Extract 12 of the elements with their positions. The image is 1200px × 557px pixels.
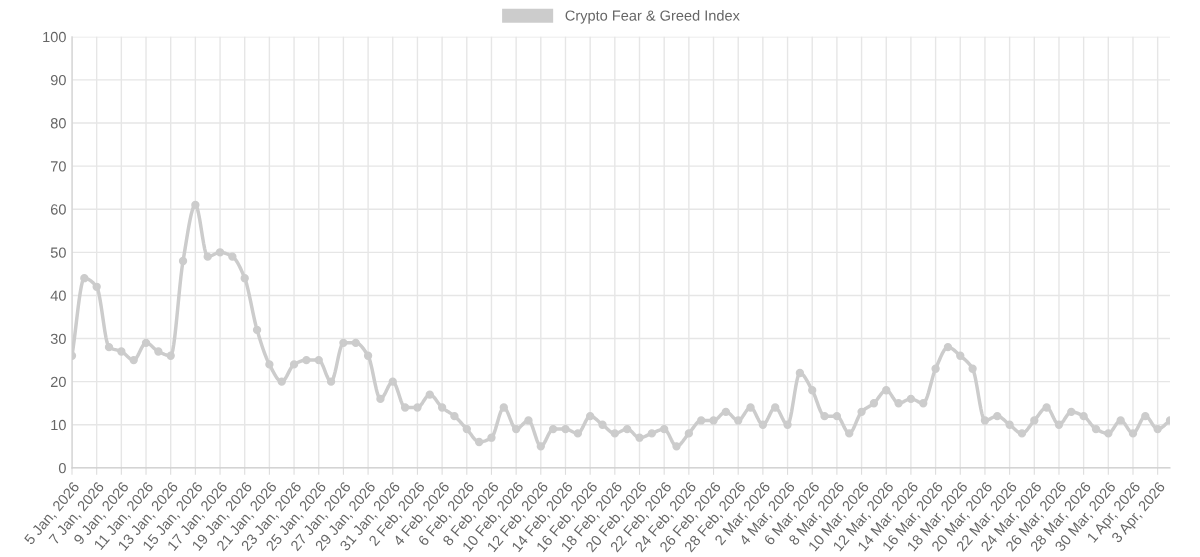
y-tick-label: 90: [50, 74, 66, 86]
y-tick-label: 50: [50, 247, 66, 258]
y-tick-label: 40: [50, 290, 66, 301]
y-tick-label: 60: [50, 204, 66, 215]
y-tick-label: 0: [58, 462, 66, 474]
legend-label: Crypto Fear & Greed Index: [565, 10, 740, 24]
y-tick-label: 20: [50, 376, 66, 388]
y-tick-label: 10: [51, 419, 66, 431]
y-tick-label: 30: [50, 333, 66, 344]
y-tick-label: 100: [43, 31, 66, 43]
y-tick-label: 70: [50, 161, 66, 172]
y-tick-label: 80: [50, 118, 66, 129]
